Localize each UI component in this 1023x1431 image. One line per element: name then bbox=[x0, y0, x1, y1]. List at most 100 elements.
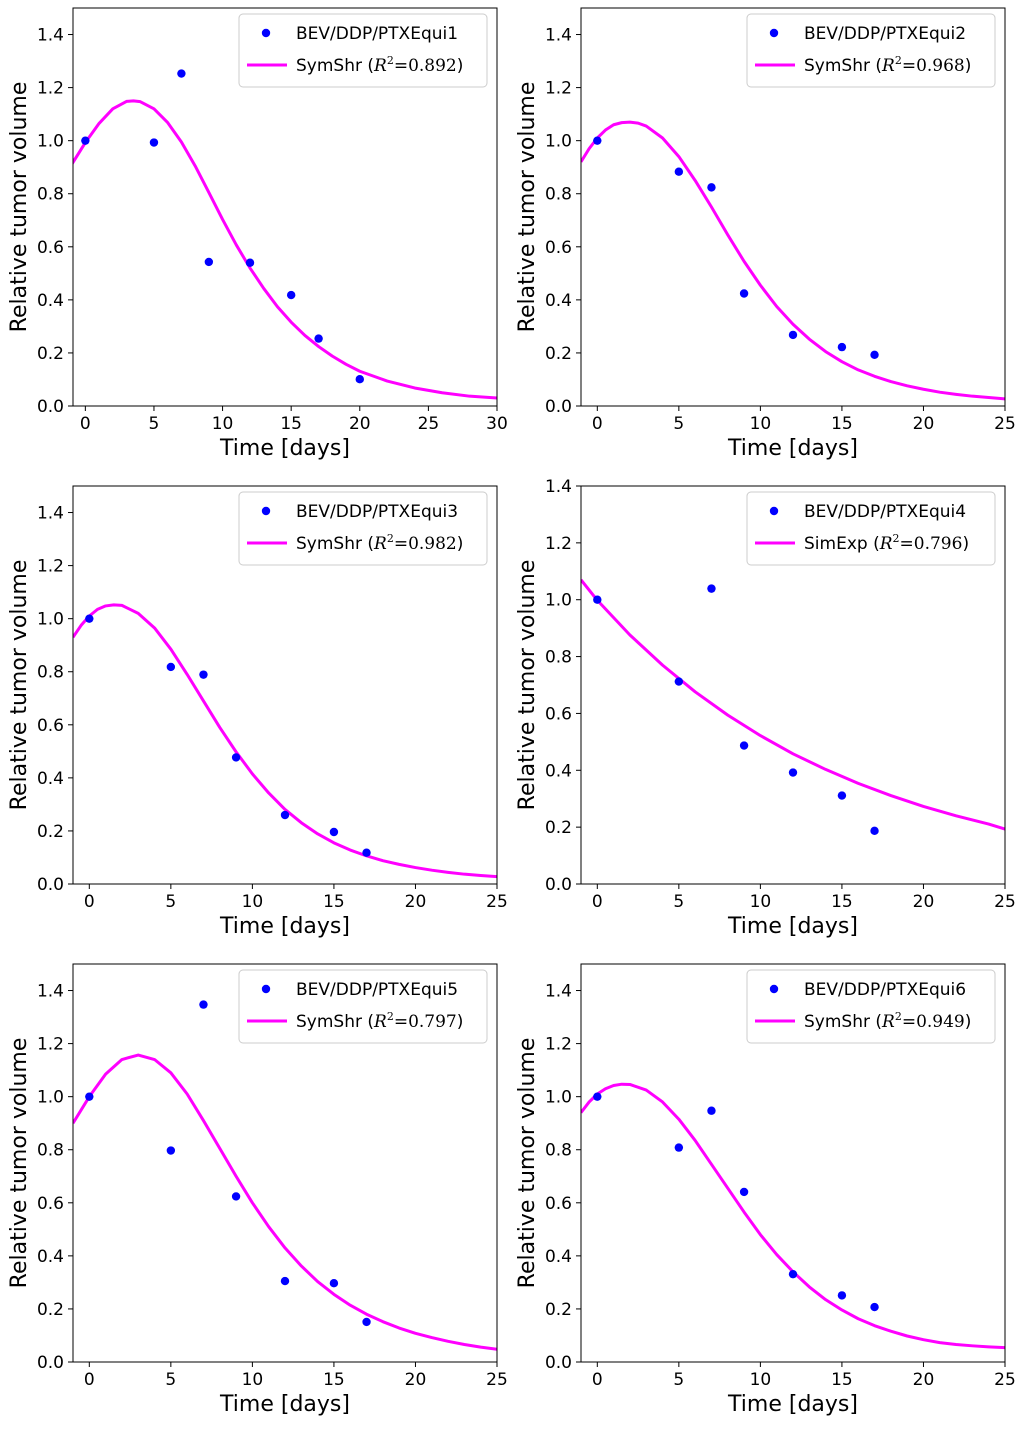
y-tick-label: 1.0 bbox=[545, 591, 572, 611]
x-tick-label: 5 bbox=[165, 892, 176, 912]
x-axis-label: Time [days] bbox=[219, 436, 350, 461]
y-tick-label: 0.4 bbox=[545, 291, 572, 311]
legend-frame bbox=[746, 13, 996, 88]
data-point bbox=[674, 1143, 684, 1152]
data-point bbox=[329, 827, 339, 837]
y-tick-label: 0.8 bbox=[37, 663, 64, 683]
x-tick-label: 0 bbox=[84, 1370, 95, 1390]
y-tick-label: 1.2 bbox=[37, 79, 64, 99]
legend-label-data: BEV/DDP/PTXEqui4 bbox=[804, 502, 966, 522]
legend-marker bbox=[769, 28, 779, 38]
chart-svg: 0 5 10 15 20 25 0.0 0.2 0.4 0.6 0.8 1.0 1.2 1.4 Time [… bbox=[7, 963, 508, 1417]
x-tick-label: 10 bbox=[242, 892, 264, 912]
x-tick-label: 5 bbox=[165, 1370, 176, 1390]
y-tick-label: 0.4 bbox=[37, 291, 64, 311]
data-point bbox=[231, 1192, 241, 1201]
x-tick-label: 25 bbox=[486, 1370, 508, 1390]
data-point bbox=[314, 334, 323, 343]
x-tick-label: 15 bbox=[831, 1370, 853, 1390]
y-tick-label: 1.0 bbox=[37, 610, 64, 630]
y-tick-label: 1.2 bbox=[545, 1035, 572, 1055]
x-tick-label: 0 bbox=[80, 414, 91, 434]
legend-marker bbox=[261, 28, 271, 38]
legend: BEV/DDP/PTXEqui6 SymShr (R2=0.949) bbox=[746, 969, 996, 1044]
y-tick-label: 0.4 bbox=[545, 761, 572, 781]
plot-frame bbox=[580, 7, 1006, 407]
fit-curve-line bbox=[581, 120, 1005, 401]
legend-marker bbox=[261, 984, 271, 994]
data-point bbox=[739, 741, 749, 750]
y-tick-label: 0.8 bbox=[37, 185, 64, 205]
chart-panel-3: 0 5 10 15 20 25 0.0 0.2 0.4 0.6 0.8 1.0 1.2 1.4 Time [… bbox=[0, 478, 511, 953]
y-tick-label: 1.4 bbox=[37, 26, 64, 46]
legend-label-fit: SymShr (R2=0.968) bbox=[804, 54, 971, 76]
y-axis-label: Relative tumor volume bbox=[7, 560, 32, 811]
chart-panel-5: 0 5 10 15 20 25 0.0 0.2 0.4 0.6 0.8 1.0 1.2 1.4 Time [… bbox=[0, 956, 511, 1431]
plot-frame bbox=[72, 963, 498, 1363]
legend-label-fit: SymShr (R2=0.949) bbox=[804, 1010, 971, 1032]
fit-curve-line bbox=[581, 578, 1005, 831]
x-tick-label: 15 bbox=[323, 1370, 345, 1390]
data-point bbox=[199, 1000, 208, 1009]
x-tick-label: 20 bbox=[405, 892, 427, 912]
legend: BEV/DDP/PTXEqui4 SimExp (R2=0.796) bbox=[746, 491, 996, 566]
data-point bbox=[707, 1106, 716, 1115]
legend-label-fit: SymShr (R2=0.797) bbox=[296, 1010, 463, 1032]
data-point bbox=[674, 677, 684, 686]
x-axis-label: Time [days] bbox=[219, 914, 350, 939]
fit-curve-line bbox=[73, 99, 497, 400]
chart-panel-2: 0 5 10 15 20 25 0.0 0.2 0.4 0.6 0.8 1.0 1.2 1.4 Time [… bbox=[508, 0, 1019, 475]
data-point bbox=[788, 768, 798, 777]
y-tick-label: 0.0 bbox=[37, 1353, 64, 1373]
x-tick-label: 25 bbox=[994, 414, 1016, 434]
x-tick-label: 20 bbox=[349, 414, 371, 434]
y-tick-label: 1.4 bbox=[545, 478, 572, 497]
y-axis-label: Relative tumor volume bbox=[515, 1038, 540, 1289]
data-point bbox=[355, 375, 364, 384]
legend: BEV/DDP/PTXEqui2 SymShr (R2=0.968) bbox=[746, 13, 996, 88]
legend-frame bbox=[238, 969, 488, 1044]
x-tick-label: 25 bbox=[486, 892, 508, 912]
x-tick-label: 5 bbox=[673, 1370, 684, 1390]
data-point bbox=[788, 330, 798, 340]
legend-label-data: BEV/DDP/PTXEqui3 bbox=[296, 502, 458, 522]
x-tick-label: 15 bbox=[280, 414, 302, 434]
chart-svg: 0 5 10 15 20 25 0.0 0.2 0.4 0.6 0.8 1.0 1.2 1.4 Time [… bbox=[7, 485, 508, 939]
legend-frame bbox=[238, 491, 488, 566]
y-tick-label: 1.4 bbox=[545, 982, 572, 1002]
y-tick-label: 1.4 bbox=[545, 26, 572, 46]
y-tick-label: 0.8 bbox=[545, 648, 572, 668]
x-tick-label: 5 bbox=[673, 414, 684, 434]
data-point bbox=[788, 1269, 798, 1279]
x-axis-label: Time [days] bbox=[727, 1392, 858, 1417]
x-tick-label: 20 bbox=[913, 1370, 935, 1390]
chart-svg: 0 5 10 15 20 25 30 0.0 0.2 0.4 0.6 0.8 1.0 1.2 1.4 Time… bbox=[7, 7, 508, 461]
legend-frame bbox=[746, 491, 996, 566]
legend: BEV/DDP/PTXEqui5 SymShr (R2=0.797) bbox=[238, 969, 488, 1044]
data-point bbox=[81, 136, 90, 145]
y-tick-label: 0.6 bbox=[37, 716, 64, 736]
x-tick-label: 0 bbox=[592, 1370, 603, 1390]
legend-frame bbox=[238, 13, 488, 88]
y-tick-label: 0.0 bbox=[545, 875, 572, 895]
data-point bbox=[739, 1187, 749, 1197]
y-tick-label: 0.4 bbox=[37, 1247, 64, 1267]
y-tick-label: 0.2 bbox=[37, 822, 64, 842]
data-point bbox=[593, 595, 602, 604]
legend-marker bbox=[769, 506, 779, 516]
legend-marker bbox=[769, 984, 779, 994]
data-point bbox=[739, 289, 749, 298]
data-point bbox=[286, 290, 296, 300]
y-tick-label: 0.8 bbox=[545, 185, 572, 205]
data-point bbox=[166, 662, 176, 672]
x-tick-label: 15 bbox=[323, 892, 345, 912]
x-tick-label: 10 bbox=[212, 414, 234, 434]
x-tick-label: 10 bbox=[242, 1370, 264, 1390]
data-point bbox=[593, 136, 602, 145]
plot-frame bbox=[72, 485, 498, 885]
data-point bbox=[149, 138, 159, 147]
plot-frame bbox=[580, 963, 1006, 1363]
y-tick-label: 1.0 bbox=[37, 1088, 64, 1108]
y-tick-label: 1.2 bbox=[37, 557, 64, 577]
x-tick-label: 0 bbox=[84, 892, 95, 912]
